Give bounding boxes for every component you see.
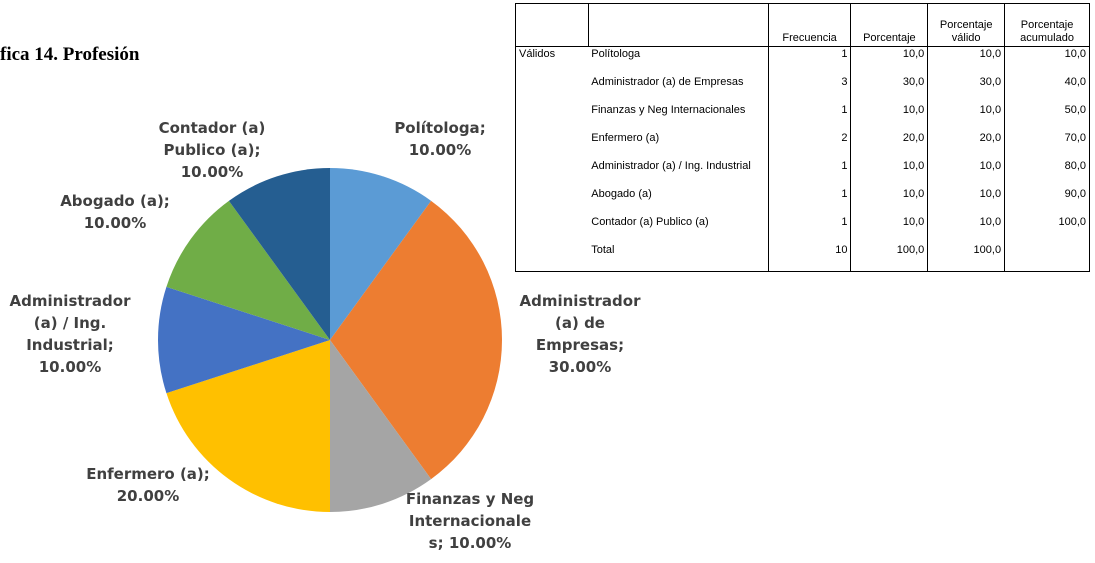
cell: 10,0 (850, 187, 929, 215)
header-row: Frecuencia Porcentaje Porcentaje válido Por… (515, 3, 1090, 47)
cell: 100,0 (927, 243, 1006, 272)
blank (587, 3, 769, 47)
cell: 30,0 (927, 75, 1006, 103)
group-cell (515, 159, 589, 187)
pie-slice (166, 200, 330, 340)
cell: 10,0 (850, 46, 929, 75)
cell: 20,0 (927, 131, 1006, 159)
cell: 1 (767, 215, 852, 243)
category-name: Administrador (a) de Empresas (519, 292, 641, 354)
row-label: Abogado (a) (588, 187, 769, 215)
table-row: Contador (a) Publico (a) 1 10,0 10,0 100,0 (515, 215, 1090, 243)
row-label: Administrador (a) de Empresas (588, 75, 769, 103)
cell: 1 (767, 46, 852, 75)
cell: 30,0 (850, 75, 929, 103)
cell: 10,0 (1004, 46, 1090, 75)
category-name: Polítologa (394, 119, 480, 137)
table-row: Válidos Polítologa 1 10,0 10,0 10,0 (515, 46, 1090, 75)
cell: 10,0 (850, 103, 929, 131)
table-row: Enfermero (a) 2 20,0 20,0 70,0 (515, 131, 1090, 159)
group-cell (515, 243, 589, 272)
cell: 10,0 (850, 215, 929, 243)
cell: 10,0 (927, 187, 1006, 215)
figure-title: fica 14. Profesión (0, 44, 140, 65)
row-label: Contador (a) Publico (a) (588, 215, 769, 243)
table-row: Abogado (a) 1 10,0 10,0 90,0 (515, 187, 1090, 215)
cell: 10,0 (927, 46, 1006, 75)
column-header: Frecuencia (767, 3, 852, 47)
pie-slice (166, 340, 330, 512)
table-row: Finanzas y Neg Internacionales 1 10,0 10,0 5… (515, 103, 1090, 131)
group-cell (515, 103, 589, 131)
group-cell (515, 187, 589, 215)
category-name: Enfermero (a) (86, 465, 204, 483)
table-row: Total 10 100,0 100,0 (515, 243, 1090, 272)
cell: 10,0 (927, 103, 1006, 131)
value-label: 10.00% (438, 534, 512, 552)
column-header: Porcentaje acumulado (1004, 3, 1090, 47)
row-label: Total (588, 243, 769, 272)
frequency-table: Frecuencia Porcentaje Porcentaje válido Por… (515, 3, 1090, 272)
cell: 50,0 (1004, 103, 1090, 131)
cell: 3 (767, 75, 852, 103)
cell: 10 (767, 243, 852, 272)
column-header: Porcentaje (850, 3, 929, 47)
cell: 80,0 (1004, 159, 1090, 187)
pie-slice (228, 168, 330, 340)
row-label: Polítologa (588, 46, 769, 75)
row-label: Enfermero (a) (588, 131, 769, 159)
category-name: Contador (a) Publico (a) (158, 119, 266, 159)
blank (515, 3, 589, 47)
cell: 1 (767, 159, 852, 187)
slice-label: Finanzas y Neg Internacionale s10.00% (405, 488, 535, 554)
slice-label: Polítologa10.00% (375, 117, 505, 161)
slice-label: Administrador (a) de Empresas30.00% (515, 290, 645, 378)
cell (1004, 243, 1090, 272)
pie-slice (330, 168, 432, 340)
group-cell (515, 215, 589, 243)
slice-label: Administrador (a) / Ing. Industrial10.00… (0, 290, 140, 378)
category-name: Abogado (a) (60, 192, 164, 210)
slice-label: Abogado (a)10.00% (45, 190, 185, 234)
category-name: Administrador (a) / Ing. Industrial (9, 292, 131, 354)
row-label: Administrador (a) / Ing. Industrial (588, 159, 769, 187)
cell: 90,0 (1004, 187, 1090, 215)
column-header: Porcentaje válido (927, 3, 1006, 47)
slice-label: Enfermero (a)20.00% (73, 463, 223, 507)
pie-slice (157, 286, 330, 394)
pie-slice (330, 200, 503, 480)
group-cell: Válidos (515, 46, 589, 75)
cell: 10,0 (927, 215, 1006, 243)
table-row: Administrador (a) de Empresas 3 30,0 30,0 40… (515, 75, 1090, 103)
category-name: Finanzas y Neg Internacionale s (405, 490, 535, 552)
cell: 20,0 (850, 131, 929, 159)
cell: 70,0 (1004, 131, 1090, 159)
slice-label: Contador (a) Publico (a)10.00% (137, 117, 287, 183)
cell: 1 (767, 103, 852, 131)
group-cell (515, 131, 589, 159)
row-label: Finanzas y Neg Internacionales (588, 103, 769, 131)
cell: 1 (767, 187, 852, 215)
cell: 10,0 (927, 159, 1006, 187)
cell: 2 (767, 131, 852, 159)
table-row: Administrador (a) / Ing. Industrial 1 10,0… (515, 159, 1090, 187)
cell: 10,0 (850, 159, 929, 187)
group-cell (515, 75, 589, 103)
cell: 100,0 (1004, 215, 1090, 243)
cell: 100,0 (850, 243, 929, 272)
cell: 40,0 (1004, 75, 1090, 103)
pie-slice (330, 340, 432, 512)
